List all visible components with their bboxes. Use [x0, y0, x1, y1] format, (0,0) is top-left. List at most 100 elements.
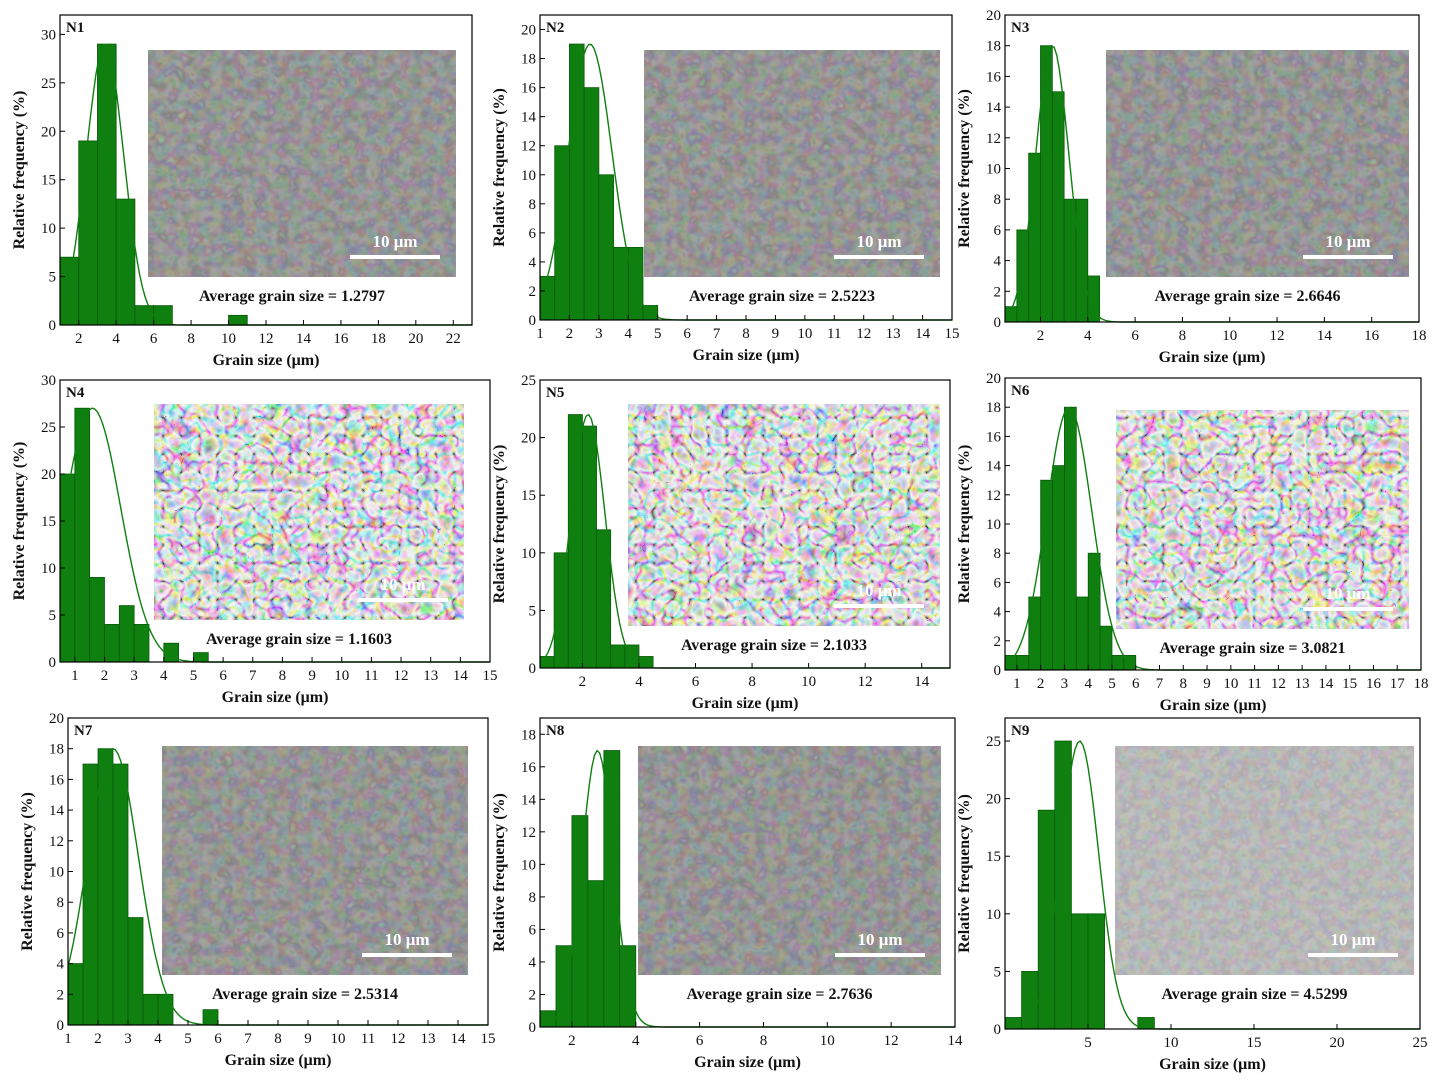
x-tick-label: 20	[408, 331, 423, 347]
y-axis-label: Relative frequency (%)	[491, 445, 508, 604]
y-tick-label: 2	[994, 284, 1002, 300]
y-tick-label: 8	[994, 546, 1002, 562]
y-tick-label: 20	[986, 371, 1001, 387]
y-tick-label: 18	[521, 52, 536, 68]
x-tick-label: 8	[760, 1033, 768, 1049]
x-tick-label: 12	[858, 674, 873, 690]
y-tick-label: 10	[521, 546, 536, 562]
histogram-bar	[202, 1009, 219, 1026]
y-tick-label: 16	[521, 81, 537, 97]
panel-n3: 10 μm 2 4 6 8 10 12 14 16 18 0 2 4 6 8 10 12 14 16 18 20 N3 Av…	[956, 8, 1427, 366]
x-tick-label: 7	[713, 326, 721, 342]
x-tick-label: 8	[187, 331, 195, 347]
x-tick-label: 15	[1342, 676, 1357, 692]
x-tick-label: 12	[394, 668, 409, 684]
y-tick-label: 20	[521, 431, 536, 447]
x-tick-label: 2	[75, 331, 83, 347]
histogram-bar	[1075, 198, 1089, 323]
x-tick-label: 10	[334, 668, 349, 684]
histogram-bar	[1052, 465, 1065, 671]
panel-n2: 10 μm1 2 3 4 5 6 7 8 9 10 11 12 13 14 1502468101214161…	[491, 14, 960, 364]
x-tick-label: 14	[451, 1031, 467, 1047]
y-tick-label: 6	[529, 922, 537, 938]
x-tick-label: 1	[64, 1031, 72, 1047]
histogram-bar	[1016, 229, 1030, 323]
scale-bar	[358, 598, 448, 602]
y-tick-label: 15	[986, 849, 1001, 865]
y-tick-label: 10	[986, 907, 1001, 923]
histogram-bar	[1037, 809, 1056, 1030]
y-tick-label: 20	[986, 792, 1001, 808]
x-tick-label: 13	[423, 668, 438, 684]
x-tick-label: 9	[308, 668, 316, 684]
x-tick-label: 6	[1131, 328, 1139, 344]
x-tick-label: 17	[1390, 676, 1406, 692]
histogram-bar	[118, 605, 135, 663]
histogram-bar	[193, 652, 209, 663]
x-tick-label: 14	[296, 331, 312, 347]
sem-micrograph	[644, 50, 940, 277]
average-grain-size-annotation: Average grain size = 2.6646	[1154, 288, 1340, 305]
x-tick-label: 12	[856, 326, 871, 342]
x-tick-label: 2	[1037, 328, 1045, 344]
histogram-bar	[142, 993, 159, 1026]
y-tick-label: 8	[529, 890, 537, 906]
panel-n8: 10 μm 2 4 6 8 10 12 14 0 2 4 6 8 10 12 14 16 18 N8 Average …	[491, 717, 963, 1071]
y-axis-label: Relative frequency (%)	[956, 445, 973, 604]
histogram-bar	[582, 425, 597, 669]
histogram-bar	[157, 993, 174, 1026]
y-tick-label: 0	[57, 1018, 65, 1034]
histogram-bar	[1087, 913, 1106, 1030]
average-grain-size-annotation: Average grain size = 3.0821	[1159, 640, 1345, 657]
x-tick-label: 4	[1084, 676, 1092, 692]
panel-n6: 10 μm1 2 3 4 5 6 7 8 9 10 11 12 13 14 15 16 17 1802468101…	[956, 371, 1429, 714]
y-tick-label: 4	[529, 255, 537, 271]
scale-bar-label: 10 μm	[1325, 232, 1370, 251]
y-tick-label: 10	[521, 857, 536, 873]
panel-n1: 10 μm 2 4 6 8 10 12 14 16 18 20 22 0 5 10 15 20 25 30 N1 Ave…	[11, 14, 473, 369]
scale-bar-label: 10 μm	[372, 232, 417, 251]
average-grain-size-annotation: Average grain size = 2.5223	[689, 288, 875, 305]
y-tick-label: 16	[986, 429, 1002, 445]
x-tick-label: 2	[568, 1033, 576, 1049]
histogram-bar	[1063, 198, 1077, 323]
y-axis-label: Relative frequency (%)	[11, 442, 28, 601]
y-tick-label: 10	[49, 865, 64, 881]
panel-title: N8	[546, 723, 564, 739]
x-tick-label: 18	[1414, 676, 1429, 692]
x-tick-label: 5	[654, 326, 662, 342]
x-tick-label: 4	[632, 1033, 640, 1049]
x-tick-label: 2	[566, 326, 574, 342]
histogram-bar	[1099, 625, 1113, 671]
plot-frame	[539, 379, 951, 669]
panel-title: N9	[1011, 723, 1029, 739]
x-tick-label: 8	[1180, 676, 1188, 692]
y-tick-label: 18	[521, 727, 536, 743]
x-tick-label: 14	[915, 326, 931, 342]
x-tick-label: 16	[1366, 676, 1382, 692]
x-tick-label: 13	[1295, 676, 1310, 692]
y-tick-label: 15	[41, 514, 56, 530]
x-tick-label: 14	[1317, 328, 1333, 344]
x-tick-label: 8	[274, 1031, 282, 1047]
x-tick-label: 1	[536, 326, 544, 342]
x-tick-label: 10	[801, 674, 816, 690]
x-tick-label: 3	[595, 326, 603, 342]
x-tick-label: 14	[453, 668, 469, 684]
average-grain-size-annotation: Average grain size = 4.5299	[1161, 986, 1347, 1003]
x-tick-label: 10	[221, 331, 236, 347]
x-tick-label: 3	[124, 1031, 132, 1047]
y-tick-label: 8	[57, 895, 65, 911]
x-tick-label: 12	[884, 1033, 899, 1049]
histogram-bar	[619, 945, 637, 1028]
x-tick-label: 5	[190, 668, 198, 684]
y-tick-label: 16	[986, 69, 1002, 85]
x-tick-label: 10	[1164, 1035, 1179, 1051]
x-tick-label: 15	[1247, 1035, 1262, 1051]
histogram-bar	[1051, 91, 1065, 323]
x-tick-label: 4	[112, 331, 120, 347]
average-grain-size-annotation: Average grain size = 1.1603	[206, 631, 392, 648]
x-axis-label: Grain size (μm)	[1160, 697, 1267, 714]
x-tick-label: 16	[333, 331, 349, 347]
